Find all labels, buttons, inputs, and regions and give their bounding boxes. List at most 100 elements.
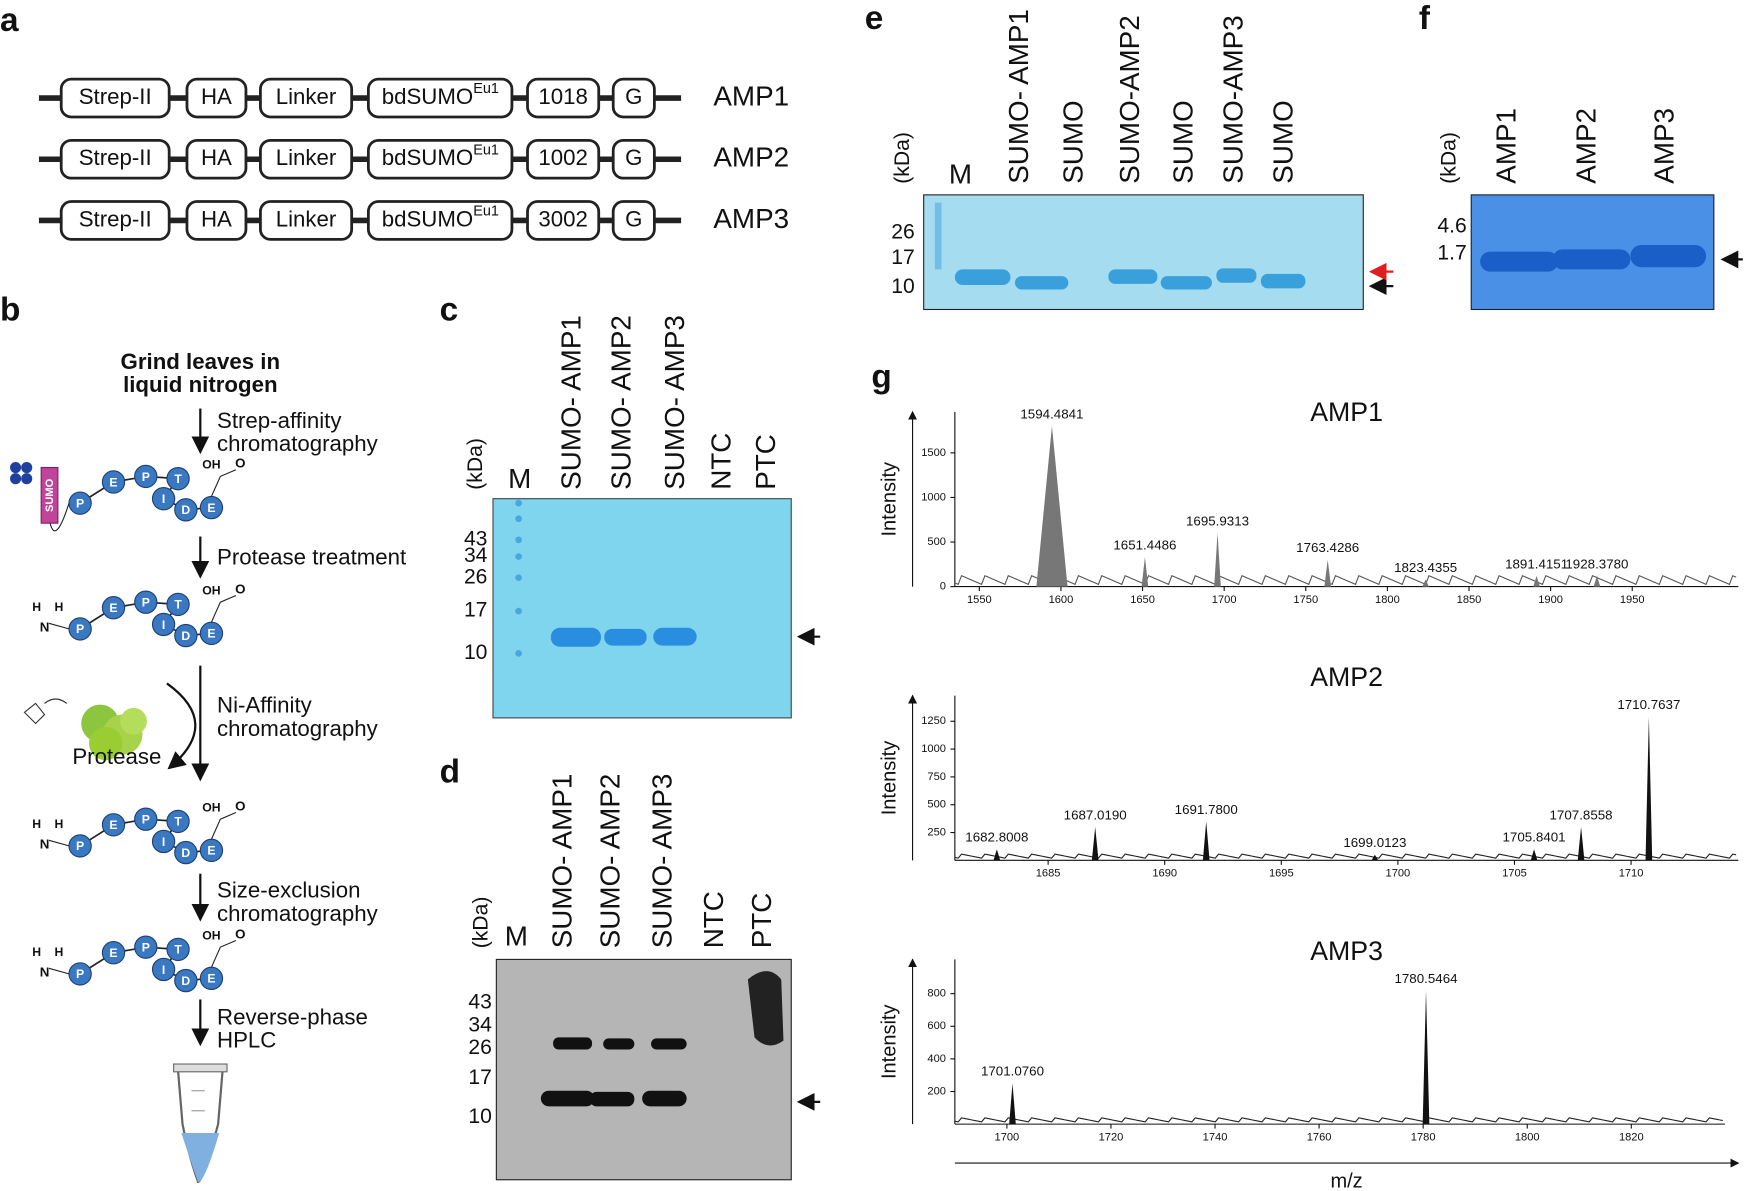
domain-box xyxy=(185,77,248,119)
domain-box xyxy=(259,138,354,180)
step-label: HPLC xyxy=(217,1028,276,1053)
domain-name: bdSUMO xyxy=(382,145,474,170)
domain-label: HA xyxy=(201,145,232,170)
chem-label: H xyxy=(32,600,41,614)
residue-letter: P xyxy=(142,470,150,484)
baseline-noise xyxy=(954,574,1737,586)
lane-label: SUMO- AMP1 xyxy=(547,774,578,949)
y-tick-label: 750 xyxy=(927,771,946,783)
x-tick-label: 1695 xyxy=(1269,868,1294,880)
peak-label: 1594.4841 xyxy=(1020,407,1083,422)
residue xyxy=(166,937,190,962)
x-tick-label: 1550 xyxy=(967,594,992,606)
peak-label: 1695.9313 xyxy=(1186,514,1249,529)
y-tick-label: 400 xyxy=(927,1053,946,1065)
lane-label: PTC xyxy=(746,893,777,949)
x-tick-label: 1720 xyxy=(1099,1131,1124,1143)
domain-label: Strep-II xyxy=(79,206,152,231)
step-label: chromatography xyxy=(217,716,379,741)
unit-label: (kDa) xyxy=(891,132,914,184)
step-label: chromatography xyxy=(217,431,379,456)
residue xyxy=(151,957,176,982)
spectrum-title: AMP2 xyxy=(1310,662,1383,692)
lane-label: M xyxy=(505,921,528,952)
x-tick-label: 1705 xyxy=(1502,868,1527,880)
residue xyxy=(134,935,158,959)
y-axis-label: Intensity xyxy=(879,462,901,537)
panel-label: f xyxy=(1419,0,1431,37)
peak xyxy=(1202,821,1210,861)
domain-label: Linker xyxy=(276,145,337,170)
residue xyxy=(134,464,158,489)
y-axis-label: Intensity xyxy=(879,741,901,816)
construct-name: AMP1 xyxy=(713,80,789,111)
domain-label: bdSUMOEu1 xyxy=(382,142,499,170)
residue-letter: E xyxy=(109,946,117,960)
lane-label: SUMO xyxy=(1168,100,1199,183)
marker-label: 26 xyxy=(891,220,915,243)
y-tick-label: 1250 xyxy=(921,715,946,727)
gel-e xyxy=(923,194,1364,311)
domain-box xyxy=(59,138,171,180)
unit-label: (kDa) xyxy=(464,438,487,490)
spectrum-title: AMP1 xyxy=(1310,397,1383,427)
unit-label: (kDa) xyxy=(1438,132,1461,184)
flow-arrows xyxy=(166,408,210,1047)
domain-label: G xyxy=(625,145,642,170)
residue-letter: E xyxy=(109,475,117,489)
domain-name: bdSUMO xyxy=(382,206,474,231)
peak xyxy=(1422,990,1430,1125)
lane-label: SUMO- AMP3 xyxy=(659,315,690,490)
domain-label: Strep-II xyxy=(79,84,152,109)
x-tick-label: 1800 xyxy=(1515,1131,1540,1143)
panel-label: a xyxy=(0,2,19,39)
protease-icon xyxy=(23,698,147,761)
lane-label: SUMO-AMP3 xyxy=(1218,15,1249,183)
residue-letter: D xyxy=(181,629,190,643)
domain-label: HA xyxy=(201,84,232,109)
peak-label: 1691.7800 xyxy=(1175,802,1238,817)
x-tick-label: 1780 xyxy=(1411,1131,1436,1143)
domain-label: 1018 xyxy=(538,84,588,109)
chem-label: H xyxy=(55,945,64,959)
peak-label: 1891.4151 xyxy=(1505,556,1568,571)
carboxyl xyxy=(210,469,237,497)
band-arrows xyxy=(796,250,1743,1111)
panel-label: g xyxy=(871,358,891,395)
lane-label: AMP3 xyxy=(1648,108,1679,184)
lane-label: M xyxy=(508,463,531,494)
residue-letter: T xyxy=(174,943,182,957)
peak-label: 1707.8558 xyxy=(1550,807,1613,822)
domain-box xyxy=(611,200,656,241)
marker-label: 34 xyxy=(468,1014,492,1037)
y-tick-label: 1500 xyxy=(921,447,946,459)
x-tick-label: 1685 xyxy=(1036,868,1061,880)
panel-label: b xyxy=(0,292,20,329)
gel-bands xyxy=(515,202,1707,1107)
domain-label: Strep-II xyxy=(79,145,152,170)
x-tick-label: 1700 xyxy=(995,1131,1020,1143)
residue xyxy=(151,829,176,854)
residue xyxy=(101,470,126,494)
lane-label: SUMO- AMP1 xyxy=(555,315,586,490)
residue-letter: E xyxy=(207,627,215,641)
residue-letter: I xyxy=(162,492,165,506)
residue-letter: T xyxy=(174,598,182,612)
peak xyxy=(1533,575,1540,587)
peak xyxy=(1036,426,1068,587)
amine xyxy=(48,622,70,630)
peak xyxy=(1422,579,1429,587)
peak xyxy=(1091,826,1099,861)
marker-label: 17 xyxy=(468,1066,492,1089)
sumo-box xyxy=(40,466,59,524)
residue xyxy=(134,807,158,831)
residue-letter: T xyxy=(174,472,182,486)
domain-box xyxy=(611,138,656,180)
residue xyxy=(166,809,190,834)
construct-name: AMP2 xyxy=(713,142,789,173)
peak-label: 1701.0760 xyxy=(981,1064,1044,1079)
start-step: Grind leaves in xyxy=(121,349,281,374)
sumo-linker xyxy=(49,502,70,532)
strep-tag xyxy=(21,473,33,485)
